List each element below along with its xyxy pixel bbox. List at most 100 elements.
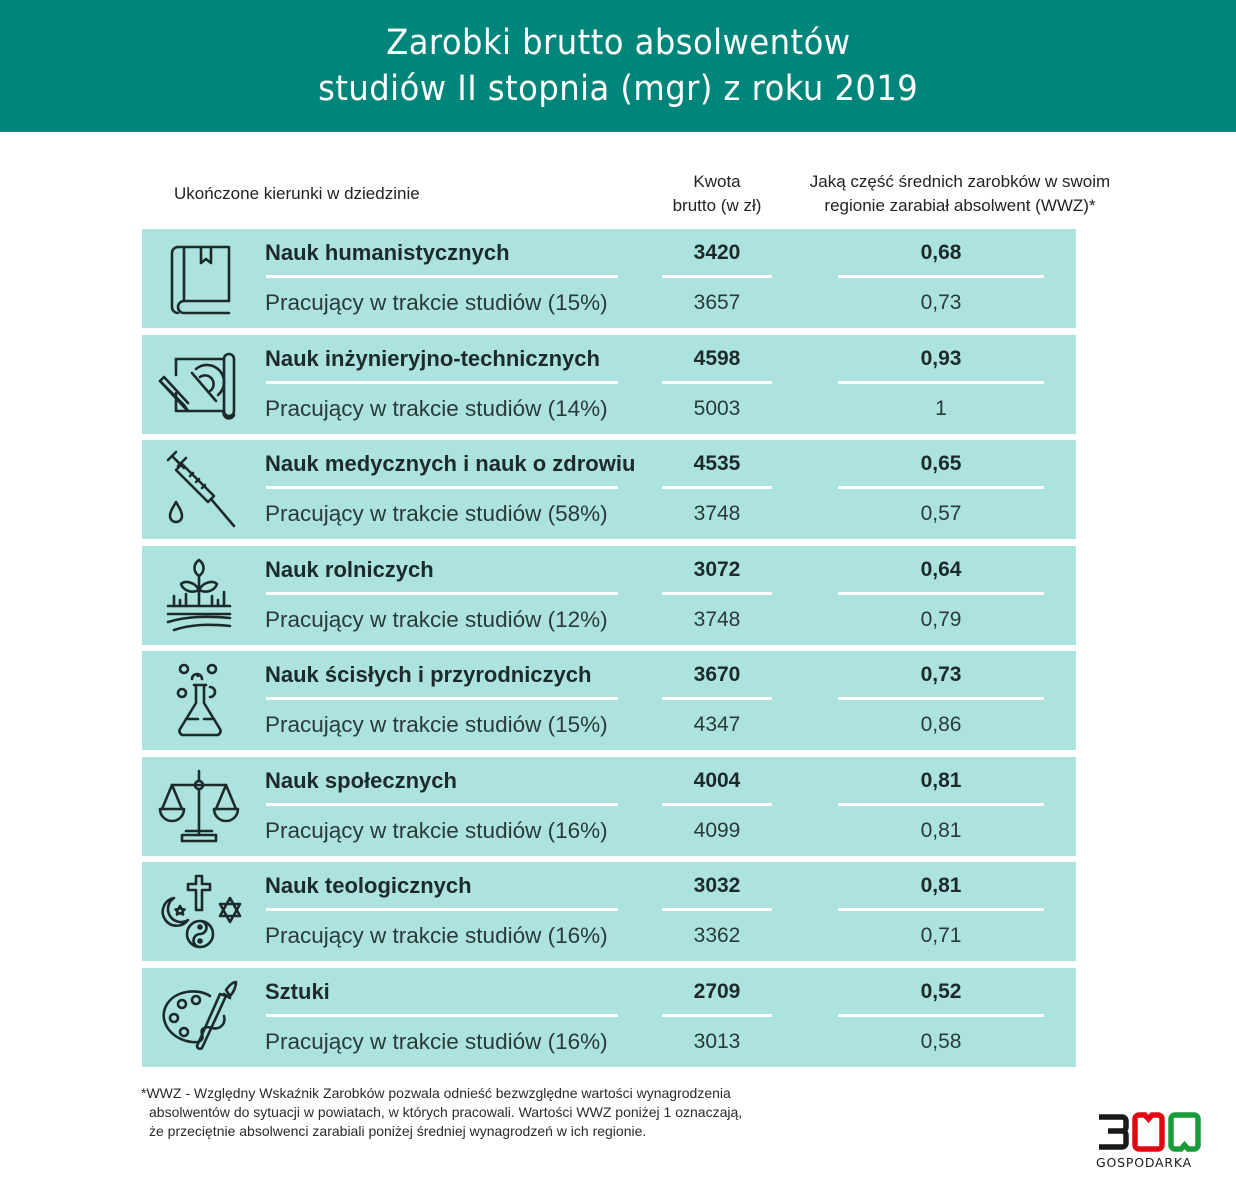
field-name: Nauk rolniczych bbox=[265, 556, 434, 582]
divider bbox=[266, 1013, 618, 1017]
amount-value: 4004 bbox=[693, 768, 741, 792]
wwz-value: 0,81 bbox=[920, 874, 962, 897]
amount-working-value: 4347 bbox=[693, 713, 741, 736]
footnote: *WWZ - Względny Wskaźnik Zarobków pozwal… bbox=[141, 1084, 861, 1141]
religious-symbols-icon bbox=[154, 872, 244, 952]
amount-value: 2709 bbox=[693, 979, 741, 1003]
wwz-value: 0,52 bbox=[920, 979, 962, 1003]
wwz-working-value: 0,57 bbox=[920, 502, 962, 525]
amount-value: 4598 bbox=[693, 346, 741, 370]
amount-working-value: 3362 bbox=[693, 924, 741, 947]
divider bbox=[838, 697, 1044, 700]
column-header-wwz-line-1: Jaką część średnich zarobków w swoim bbox=[809, 172, 1111, 191]
working-students-label: Pracujący w trakcie studiów (15%) bbox=[265, 290, 608, 315]
divider bbox=[266, 486, 618, 489]
field-name: Nauk ścisłych i przyrodniczych bbox=[265, 662, 592, 687]
page-title-line-1: Zarobki brutto absolwentów bbox=[385, 23, 851, 63]
divider bbox=[838, 908, 1044, 911]
logo-300gospodarka: GOSPODARKA bbox=[1096, 1112, 1212, 1174]
column-header-wwz-line-2: regionie zarabiał absolwent (WWZ)* bbox=[824, 196, 1096, 215]
logo-digits bbox=[1096, 1112, 1212, 1152]
table-row: Nauk ścisłych i przyrodniczych Pracujący… bbox=[142, 651, 1076, 750]
table-row: Sztuki Pracujący w trakcie studiów (16%)… bbox=[142, 967, 1076, 1067]
working-students-label: Pracujący w trakcie studiów (58%) bbox=[265, 501, 608, 526]
field-name: Nauk społecznych bbox=[265, 767, 457, 793]
field-name: Nauk medycznych i nauk o zdrowiu bbox=[265, 451, 636, 476]
field-name: Nauk teologicznych bbox=[265, 873, 472, 898]
plant-field-icon bbox=[154, 556, 244, 636]
divider bbox=[266, 802, 618, 806]
salary-table: Nauk humanistycznych Pracujący w trakcie… bbox=[142, 229, 1076, 1073]
table-row: Nauk humanistycznych Pracujący w trakcie… bbox=[142, 229, 1076, 328]
amount-working-value: 4099 bbox=[693, 818, 741, 842]
logo-digit-3-icon bbox=[1099, 1114, 1129, 1150]
wwz-value: 0,68 bbox=[920, 241, 962, 264]
flask-bubbles-icon bbox=[154, 661, 244, 741]
wwz-working-value: 0,71 bbox=[920, 924, 962, 947]
working-students-label: Pracujący w trakcie studiów (16%) bbox=[265, 1028, 608, 1054]
wwz-value: 0,64 bbox=[920, 557, 962, 581]
table-row: Nauk medycznych i nauk o zdrowiu Pracują… bbox=[142, 440, 1076, 539]
column-header-field: Ukończone kierunki w dziedzinie bbox=[174, 184, 420, 203]
divider bbox=[662, 380, 772, 384]
table-row: Nauk rolniczych Pracujący w trakcie stud… bbox=[142, 545, 1076, 645]
wwz-working-value: 0,86 bbox=[920, 713, 962, 736]
table-row: Nauk społecznych Pracujący w trakcie stu… bbox=[142, 756, 1076, 856]
table-row: Nauk teologicznych Pracujący w trakcie s… bbox=[142, 862, 1076, 961]
wwz-value: 0,93 bbox=[920, 346, 962, 370]
amount-value: 3072 bbox=[693, 557, 741, 581]
divider bbox=[662, 908, 772, 911]
divider bbox=[662, 275, 772, 278]
book-icon bbox=[154, 239, 244, 319]
column-header-wwz: Jaką część średnich zarobków w swoim reg… bbox=[780, 170, 1140, 218]
divider bbox=[838, 591, 1044, 595]
divider bbox=[266, 697, 618, 700]
amount-value: 3670 bbox=[693, 663, 741, 686]
wwz-value: 0,73 bbox=[920, 663, 962, 686]
divider bbox=[838, 486, 1044, 489]
palette-brush-icon bbox=[154, 978, 244, 1058]
working-students-label: Pracujący w trakcie studiów (12%) bbox=[265, 606, 608, 632]
column-header-amount-line-2: brutto (w zł) bbox=[672, 196, 762, 215]
page-title-line-2: studiów II stopnia (mgr) z roku 2019 bbox=[317, 69, 919, 109]
amount-working-value: 3013 bbox=[693, 1029, 741, 1053]
column-header-amount-line-1: Kwota bbox=[693, 172, 741, 191]
table-row: Nauk inżynieryjno-technicznych Pracujący… bbox=[142, 334, 1076, 434]
blueprint-protractor-icon bbox=[154, 345, 244, 425]
wwz-value: 0,65 bbox=[920, 452, 962, 475]
working-students-label: Pracujący w trakcie studiów (16%) bbox=[265, 817, 608, 843]
working-students-label: Pracujący w trakcie studiów (16%) bbox=[265, 923, 608, 948]
wwz-working-value: 1 bbox=[935, 396, 947, 420]
amount-working-value: 3748 bbox=[693, 607, 741, 631]
amount-working-value: 5003 bbox=[693, 396, 741, 420]
amount-value: 3032 bbox=[693, 874, 741, 897]
amount-working-value: 3657 bbox=[693, 291, 741, 314]
divider bbox=[266, 908, 618, 911]
amount-value: 3420 bbox=[693, 241, 741, 264]
logo-digit-0-green-icon bbox=[1168, 1112, 1201, 1152]
wwz-working-value: 0,79 bbox=[920, 607, 962, 631]
footnote-line-2: absolwentów do sytuacji w powiatach, w k… bbox=[149, 1104, 743, 1120]
logo-brand-text: GOSPODARKA bbox=[1096, 1155, 1193, 1170]
wwz-working-value: 0,58 bbox=[920, 1029, 962, 1053]
divider bbox=[662, 591, 772, 595]
footnote-line-3: że przeciętnie absolwenci zarabiali poni… bbox=[149, 1123, 647, 1139]
working-students-label: Pracujący w trakcie studiów (15%) bbox=[265, 712, 608, 737]
divider bbox=[662, 486, 772, 489]
field-name: Nauk humanistycznych bbox=[265, 240, 510, 265]
divider bbox=[838, 802, 1044, 806]
wwz-working-value: 0,73 bbox=[920, 291, 962, 314]
divider bbox=[838, 1013, 1044, 1017]
column-headers: Ukończone kierunki w dziedzinie Kwota br… bbox=[0, 170, 1236, 220]
field-name: Sztuki bbox=[265, 978, 330, 1004]
divider bbox=[266, 275, 618, 278]
title-banner: Zarobki brutto absolwentów studiów II st… bbox=[0, 0, 1236, 132]
divider bbox=[266, 591, 618, 595]
column-header-amount: Kwota brutto (w zł) bbox=[655, 170, 779, 218]
divider bbox=[266, 380, 618, 384]
divider bbox=[662, 1013, 772, 1017]
scales-icon bbox=[154, 767, 244, 847]
wwz-working-value: 0,81 bbox=[920, 818, 962, 842]
syringe-drop-icon bbox=[154, 450, 244, 530]
amount-value: 4535 bbox=[693, 452, 741, 475]
